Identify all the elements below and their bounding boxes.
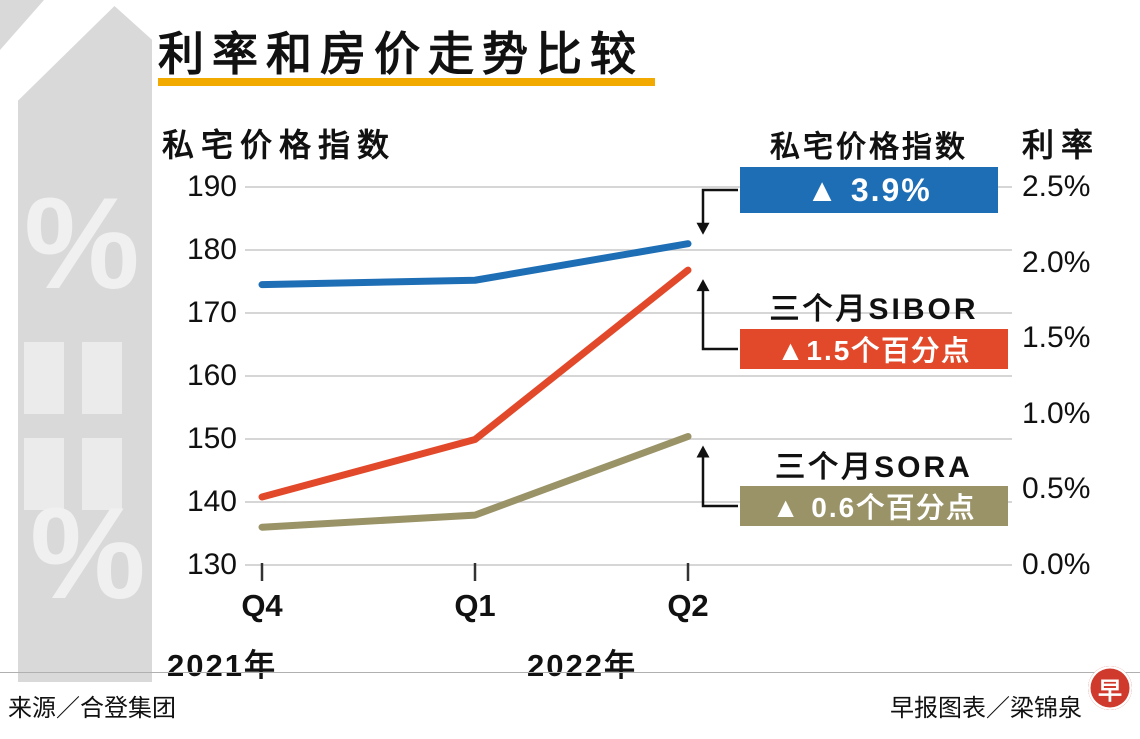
annotation-arrow xyxy=(701,456,738,508)
right-axis-tick: 1.0% xyxy=(1022,396,1091,430)
series-line-1 xyxy=(258,266,692,501)
window-square xyxy=(82,342,122,414)
annotation-arrowhead xyxy=(696,279,710,292)
annotation-arrow xyxy=(701,188,738,224)
left-axis-tick: 180 xyxy=(186,233,237,266)
x-axis-tick-label: Q1 xyxy=(454,588,496,623)
source-text: 来源／合登集团 xyxy=(8,695,176,722)
credit-text: 早报图表／梁锦泉 xyxy=(890,695,1082,722)
sibor-label: 三个月SIBOR xyxy=(769,293,979,326)
window-square xyxy=(82,438,122,510)
percent-symbol: % xyxy=(30,480,146,626)
left-axis-tick: 190 xyxy=(186,170,237,203)
left-axis-tick: 170 xyxy=(186,296,237,329)
left-axis-tick: 160 xyxy=(186,359,237,392)
year-label: 2022年 xyxy=(527,648,637,683)
series-line-0 xyxy=(258,240,692,289)
annotation-arrowhead xyxy=(696,222,710,235)
footer-divider xyxy=(0,672,1140,673)
price-index-label: 私宅价格指数 xyxy=(770,131,968,164)
right-axis-tick: 0.5% xyxy=(1022,472,1091,506)
window-square xyxy=(24,342,64,414)
title-underline xyxy=(158,78,655,86)
right-axis-tick: 2.0% xyxy=(1022,245,1091,279)
series-line-2 xyxy=(258,432,692,531)
left-axis-tick: 150 xyxy=(186,422,237,455)
right-axis-title: 利率 xyxy=(1022,127,1101,163)
sora-badge: ▲ 0.6个百分点 xyxy=(740,486,1008,526)
right-axis-tick: 1.5% xyxy=(1022,321,1091,355)
left-axis-title: 私宅价格指数 xyxy=(162,127,397,163)
left-axis-tick: 140 xyxy=(186,485,237,518)
right-axis-tick: 2.5% xyxy=(1022,170,1091,203)
x-axis-tick-label: Q2 xyxy=(667,588,709,623)
x-axis-tick-label: Q4 xyxy=(241,588,283,623)
sibor-badge: ▲1.5个百分点 xyxy=(740,329,1008,369)
annotation-arrowhead xyxy=(696,445,710,458)
year-label: 2021年 xyxy=(167,648,277,683)
annotation-arrow xyxy=(701,290,738,351)
chart-title: 利率和房价走势比较 xyxy=(158,28,644,80)
left-axis-tick: 130 xyxy=(186,548,237,581)
price-index-badge: ▲ 3.9% xyxy=(740,167,998,213)
window-square xyxy=(24,438,64,510)
sora-label: 三个月SORA xyxy=(775,451,973,484)
house-roof-corner xyxy=(0,0,44,50)
right-axis-tick: 0.0% xyxy=(1022,548,1091,581)
zaobao-logo: 早 xyxy=(1088,666,1132,710)
percent-symbol: % xyxy=(24,170,140,316)
